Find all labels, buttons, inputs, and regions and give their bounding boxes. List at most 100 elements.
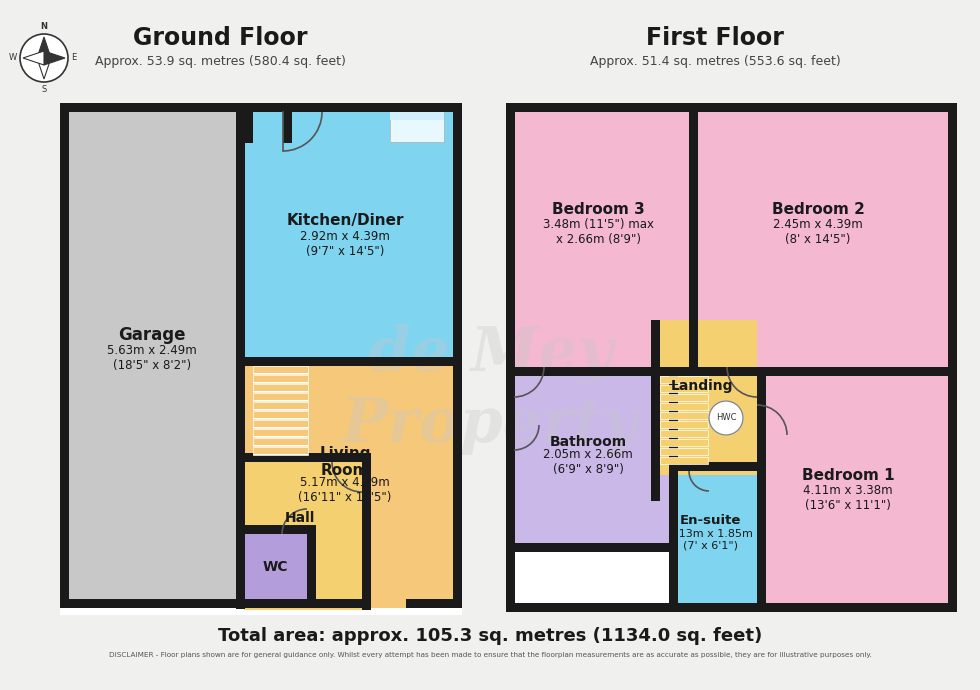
Bar — [660, 421, 708, 428]
Bar — [253, 402, 308, 410]
Bar — [390, 112, 444, 142]
Text: Hall: Hall — [285, 511, 316, 525]
Bar — [406, 599, 462, 608]
Bar — [669, 375, 678, 552]
Circle shape — [20, 34, 68, 82]
Bar — [307, 599, 364, 608]
Text: Bedroom 1: Bedroom 1 — [802, 468, 895, 482]
Bar — [757, 375, 951, 612]
Text: Kitchen/Diner: Kitchen/Diner — [286, 213, 404, 228]
Text: de Mey
Property: de Mey Property — [342, 324, 638, 455]
Bar — [244, 112, 458, 366]
Text: Total area: approx. 105.3 sq. metres (1134.0 sq. feet): Total area: approx. 105.3 sq. metres (11… — [218, 627, 762, 645]
Bar — [244, 462, 364, 610]
Bar — [453, 103, 462, 608]
Bar — [244, 453, 371, 462]
Text: 3.48m (11'5") max
x 2.66m (8'9"): 3.48m (11'5") max x 2.66m (8'9") — [543, 218, 654, 246]
Bar — [660, 394, 708, 401]
Text: Approx. 51.4 sq. metres (553.6 sq. feet): Approx. 51.4 sq. metres (553.6 sq. feet) — [590, 55, 841, 68]
Bar — [253, 384, 308, 392]
Bar — [506, 103, 956, 612]
Bar — [390, 112, 444, 120]
Text: 5.17m x 4.39m
(16'11" x 14'5"): 5.17m x 4.39m (16'11" x 14'5") — [298, 476, 392, 504]
Bar — [651, 320, 757, 475]
Text: 2.05m x 2.66m
(6'9" x 8'9"): 2.05m x 2.66m (6'9" x 8'9") — [543, 448, 633, 476]
Text: Approx. 53.9 sq. metres (580.4 sq. feet): Approx. 53.9 sq. metres (580.4 sq. feet) — [94, 55, 345, 68]
Bar — [253, 400, 308, 401]
Bar — [244, 103, 253, 143]
Text: 2.45m x 4.39m
(8' x 14'5"): 2.45m x 4.39m (8' x 14'5") — [773, 218, 862, 246]
Text: N: N — [40, 22, 47, 31]
Bar — [60, 103, 462, 615]
Text: S: S — [41, 85, 47, 94]
Bar — [60, 103, 462, 112]
Text: WC: WC — [263, 560, 288, 574]
Bar — [307, 534, 316, 608]
Bar — [506, 103, 956, 112]
Text: 4.11m x 3.38m
(13'6" x 11'1"): 4.11m x 3.38m (13'6" x 11'1") — [804, 484, 893, 512]
Bar — [253, 373, 308, 374]
Bar — [660, 412, 708, 419]
Bar — [948, 103, 957, 612]
Bar — [660, 385, 708, 392]
Bar — [651, 367, 757, 376]
Bar — [253, 436, 308, 437]
Bar — [362, 462, 371, 610]
Text: Living
Room: Living Room — [319, 446, 370, 478]
Bar — [660, 376, 708, 383]
Text: En-suite: En-suite — [679, 513, 741, 526]
Polygon shape — [23, 51, 44, 65]
Bar — [390, 112, 444, 142]
Bar — [253, 418, 308, 419]
Bar — [669, 471, 757, 612]
Bar — [253, 420, 308, 428]
Text: Garage: Garage — [119, 326, 186, 344]
Bar — [253, 375, 308, 383]
Polygon shape — [44, 51, 65, 65]
Bar — [506, 367, 956, 376]
Bar — [253, 427, 308, 428]
Bar — [689, 112, 698, 367]
Text: Bedroom 3: Bedroom 3 — [552, 202, 645, 217]
Text: Bedroom 2: Bedroom 2 — [771, 202, 864, 217]
Text: Landing: Landing — [670, 379, 733, 393]
Bar — [283, 103, 292, 143]
Bar — [660, 403, 708, 410]
Bar — [514, 112, 689, 367]
Text: HWC: HWC — [715, 413, 736, 422]
Bar — [244, 357, 462, 366]
Bar — [244, 534, 309, 608]
Bar — [660, 457, 708, 464]
Text: 5.63m x 2.49m
(18'5" x 8'2"): 5.63m x 2.49m (18'5" x 8'2") — [107, 344, 197, 372]
Bar — [253, 411, 308, 419]
Bar — [253, 409, 308, 410]
Bar — [68, 112, 236, 608]
Bar — [506, 103, 515, 612]
Bar — [660, 448, 708, 455]
Bar — [60, 103, 69, 608]
Bar — [506, 543, 678, 552]
Bar — [660, 430, 708, 437]
Bar — [253, 438, 308, 446]
Bar — [660, 439, 708, 446]
Bar — [253, 382, 308, 383]
Bar — [651, 320, 660, 475]
Bar — [244, 366, 458, 608]
Bar — [669, 462, 766, 471]
Text: First Floor: First Floor — [646, 26, 784, 50]
Text: W: W — [9, 54, 17, 63]
Text: DISCLAIMER - Floor plans shown are for general guidance only. Whilst every attem: DISCLAIMER - Floor plans shown are for g… — [109, 652, 871, 658]
Bar — [514, 375, 669, 552]
Bar — [236, 112, 245, 609]
Bar — [669, 471, 678, 612]
Bar — [253, 447, 308, 455]
Bar — [244, 525, 316, 534]
Bar — [697, 112, 951, 367]
Bar — [651, 471, 660, 501]
Polygon shape — [37, 58, 51, 79]
Text: Ground Floor: Ground Floor — [132, 26, 308, 50]
Bar — [757, 375, 766, 612]
Text: 2.92m x 4.39m
(9'7" x 14'5"): 2.92m x 4.39m (9'7" x 14'5") — [300, 230, 390, 258]
Bar — [253, 454, 308, 455]
Bar — [253, 429, 308, 437]
